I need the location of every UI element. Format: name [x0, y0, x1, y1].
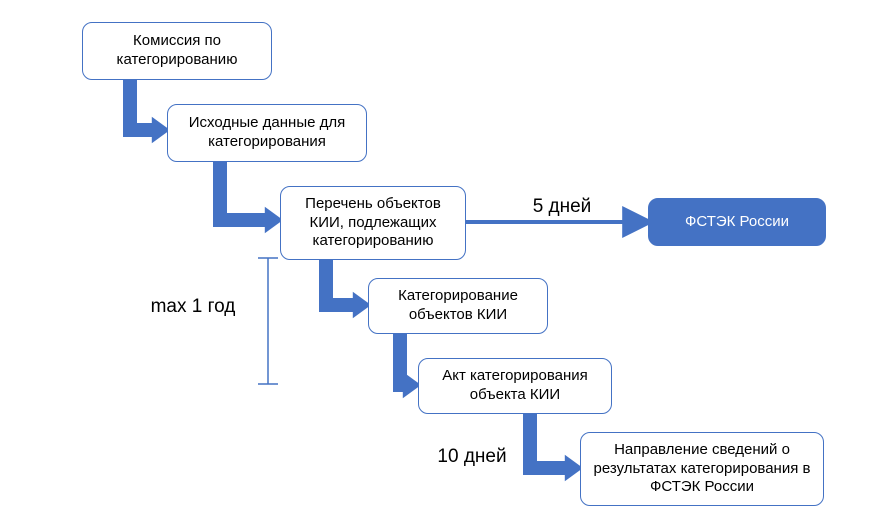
flow-node-label: ФСТЭК России	[685, 213, 789, 232]
flow-annotation-0: 5 дней	[502, 196, 622, 218]
flow-node-label: Исходные данные для категорирования	[176, 114, 358, 152]
flow-node-n7: ФСТЭК России	[648, 198, 826, 246]
flow-node-n3: Перечень объектов КИИ, подлежащих катего…	[280, 186, 466, 260]
flow-node-n2: Исходные данные для категорирования	[167, 104, 367, 162]
flow-node-n5: Акт категорирования объекта КИИ	[418, 358, 612, 414]
flow-node-n6: Направление сведений о результатах катег…	[580, 432, 824, 506]
flow-annotation-2: 10 дней	[412, 446, 532, 468]
flow-node-n1: Комиссия по категорированию	[82, 22, 272, 80]
flow-node-label: Направление сведений о результатах катег…	[589, 441, 815, 497]
duration-bracket	[258, 258, 278, 384]
elbow-arrow	[213, 162, 283, 233]
flow-node-label: Перечень объектов КИИ, подлежащих катего…	[289, 195, 457, 251]
flow-node-label: Категорирование объектов КИИ	[377, 287, 539, 325]
elbow-arrow	[123, 80, 170, 143]
elbow-arrow	[523, 414, 583, 481]
elbow-arrow	[319, 260, 371, 318]
flow-node-label: Комиссия по категорированию	[91, 32, 263, 70]
flow-node-n4: Категорирование объектов КИИ	[368, 278, 548, 334]
flow-node-label: Акт категорирования объекта КИИ	[427, 367, 603, 405]
elbow-arrow	[393, 334, 421, 398]
flow-annotation-1: max 1 год	[128, 296, 258, 318]
